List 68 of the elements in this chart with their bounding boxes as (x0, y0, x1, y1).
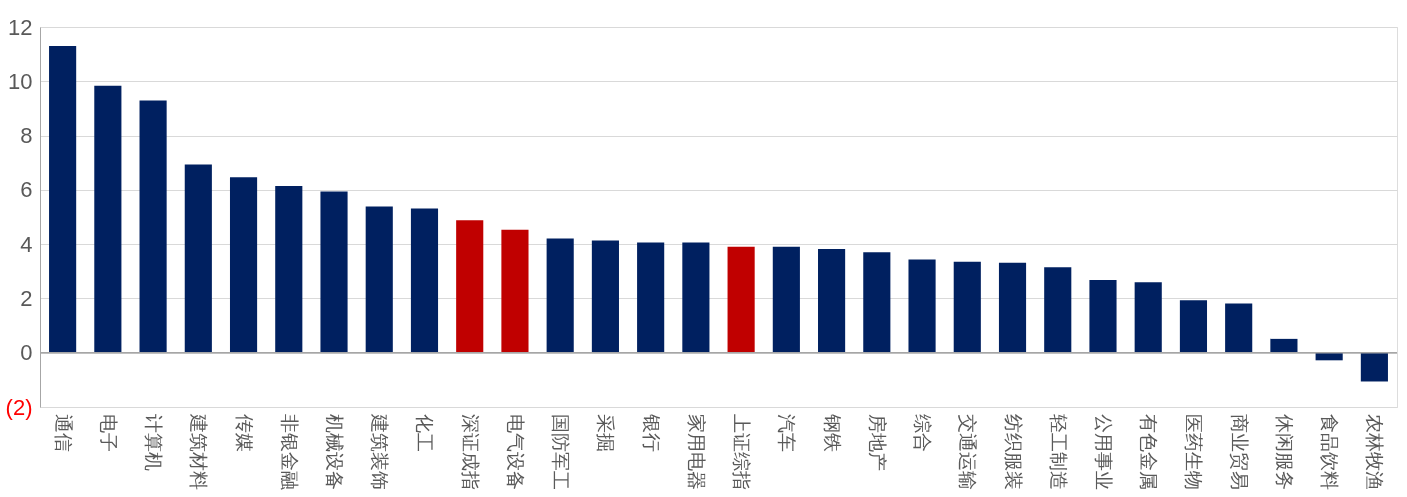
bar (1270, 338, 1298, 353)
x-tick-label: 商业贸易 (1228, 413, 1251, 490)
bar (863, 252, 891, 353)
x-tick-label: 食品饮料 (1319, 413, 1342, 490)
x-tick-label: 国防军工 (550, 413, 573, 490)
bar (275, 186, 303, 353)
bar (456, 220, 484, 353)
x-tick-label: 农林牧渔 (1364, 413, 1387, 490)
bar (1089, 279, 1117, 353)
x-tick-label: 上证综指 (731, 413, 754, 490)
x-tick-label: 银行 (640, 412, 663, 452)
x-tick-label: 建筑装饰 (369, 412, 392, 490)
bar (139, 100, 167, 353)
bar (1134, 282, 1162, 353)
x-tick-label: 交通运输 (957, 413, 980, 490)
x-tick-label: 电气设备 (504, 413, 527, 490)
bar (682, 242, 710, 353)
x-tick-label: 通信 (52, 413, 75, 452)
y-tick-label: 6 (20, 177, 33, 203)
y-tick-label: (2) (5, 394, 33, 420)
bar (953, 261, 981, 353)
x-tick-label: 休闲服务 (1273, 413, 1296, 490)
x-tick-label: 机械设备 (324, 413, 347, 490)
bar (1179, 300, 1208, 353)
x-tick-label: 非银金融 (278, 413, 301, 490)
y-tick-label: 8 (20, 123, 33, 149)
bar (637, 242, 665, 353)
y-tick-label: 12 (8, 14, 33, 40)
x-tick-label: 有色金属 (1138, 413, 1161, 490)
x-tick-label: 化工 (414, 413, 437, 452)
bar (1044, 267, 1072, 353)
bar (184, 164, 212, 353)
x-tick-label: 医药生物 (1183, 413, 1206, 490)
bar (94, 85, 122, 353)
bar (772, 246, 800, 353)
bar (727, 246, 755, 353)
x-tick-label: 建筑材料 (188, 412, 211, 490)
bar (818, 249, 846, 353)
x-tick-label: 传媒 (233, 413, 256, 452)
bar (1360, 352, 1388, 382)
bar (591, 240, 619, 353)
x-tick-label: 家用电器 (685, 413, 708, 490)
x-tick-label: 采掘 (595, 413, 618, 452)
y-tick-label: 4 (20, 231, 33, 257)
y-tick-label: 0 (20, 340, 33, 366)
y-tick-label: 2 (20, 285, 33, 311)
bar (1225, 303, 1253, 353)
x-tick-label: 电子 (97, 413, 120, 452)
x-tick-label: 深证成指 (459, 413, 482, 490)
x-tick-label: 汽车 (776, 413, 799, 452)
x-tick-label: 计算机 (143, 413, 166, 471)
bar (365, 206, 393, 353)
x-tick-label: 综合 (912, 413, 935, 452)
bar (908, 259, 936, 353)
x-tick-label: 轻工制造 (1047, 413, 1070, 490)
bar (49, 46, 77, 353)
x-tick-label: 纺织服装 (1002, 413, 1025, 490)
bar (546, 238, 574, 353)
x-tick-label: 钢铁 (821, 412, 844, 452)
bar (1315, 352, 1343, 361)
x-tick-label: 房地产 (866, 413, 889, 471)
bar (998, 262, 1027, 353)
bar (410, 208, 439, 353)
x-tick-label: 公用事业 (1092, 413, 1115, 490)
bar (229, 177, 258, 353)
bar (501, 229, 529, 353)
bar (320, 191, 348, 353)
y-tick-label: 10 (8, 68, 33, 94)
